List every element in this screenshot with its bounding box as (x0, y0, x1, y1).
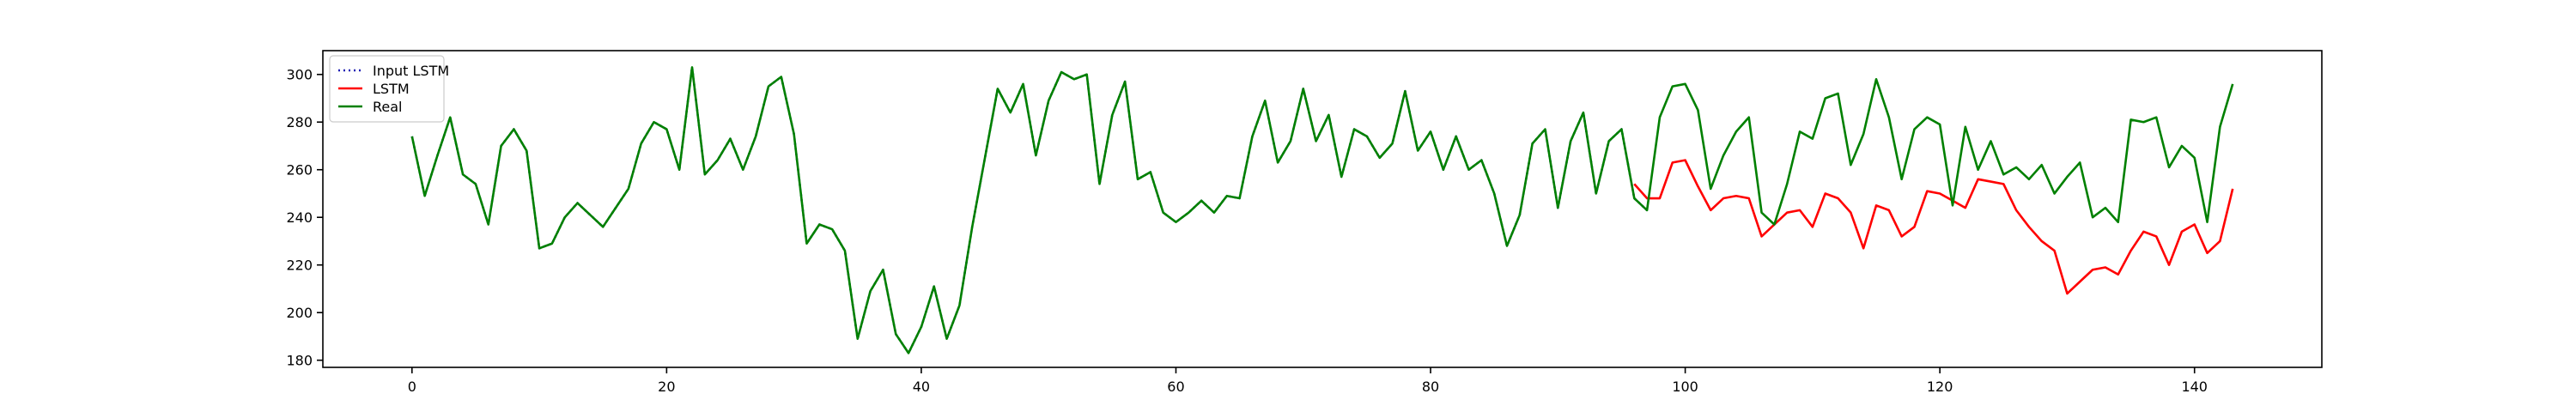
x-tick-label: 80 (1422, 379, 1439, 395)
x-tick-label: 120 (1927, 379, 1953, 395)
y-tick-label: 260 (286, 162, 313, 179)
x-tick-label: 0 (408, 379, 416, 395)
y-tick-label: 240 (286, 209, 313, 226)
y-tick-label: 180 (286, 353, 313, 369)
y-tick-label: 300 (286, 67, 313, 83)
y-tick-label: 280 (286, 114, 313, 130)
x-tick-label: 140 (2181, 379, 2208, 395)
plot-frame (322, 50, 2323, 368)
legend-label-lstm: LSTM (373, 81, 410, 97)
series-line-real (410, 66, 2234, 354)
axes: 0 20 40 60 80 100 120 140 180 200 220 240 260 280 300 (286, 67, 2208, 395)
y-tick-label: 200 (286, 305, 313, 321)
x-tick-label: 100 (1672, 379, 1698, 395)
x-tick-label: 60 (1167, 379, 1184, 395)
legend-label-real: Real (373, 99, 403, 115)
x-tick-label: 40 (913, 379, 930, 395)
x-tick-label: 20 (658, 379, 675, 395)
plot-area-border (322, 50, 2323, 368)
series-line-input-lstm (410, 66, 1648, 354)
y-tick-label: 220 (286, 258, 313, 274)
series-line-lstm (1633, 159, 2234, 295)
legend: Input LSTM LSTM Real (329, 55, 449, 123)
legend-label-input-lstm: Input LSTM (373, 63, 449, 79)
series-layer (410, 66, 2234, 354)
